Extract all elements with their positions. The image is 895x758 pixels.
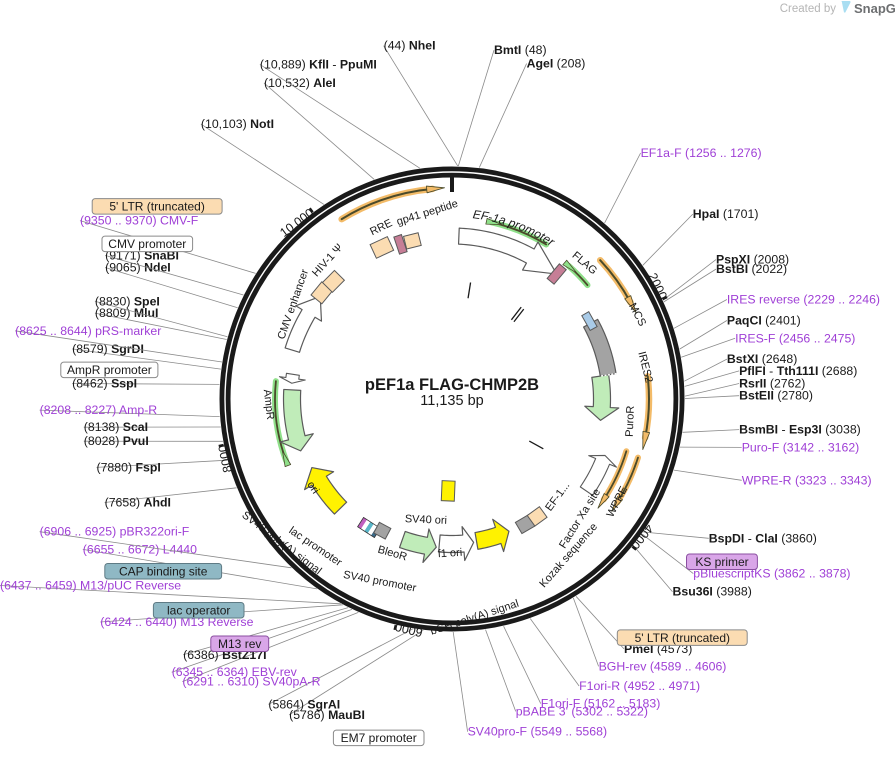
svg-text:(8138) ScaI: (8138) ScaI bbox=[84, 420, 148, 434]
svg-text:BmtI (48): BmtI (48) bbox=[494, 43, 547, 57]
svg-text:pBABE 3' (5302 .. 5322): pBABE 3' (5302 .. 5322) bbox=[516, 704, 648, 718]
svg-text:(10,103) NotI: (10,103) NotI bbox=[201, 117, 274, 131]
svg-text:RRE: RRE bbox=[368, 217, 394, 238]
svg-text:(44) NheI: (44) NheI bbox=[384, 39, 436, 53]
svg-text:KS primer: KS primer bbox=[695, 555, 748, 569]
svg-text:MCS: MCS bbox=[626, 301, 648, 328]
svg-text:pEF1a FLAG-CHMP2B: pEF1a FLAG-CHMP2B bbox=[365, 376, 539, 394]
svg-text:(9350 .. 9370) CMV-F: (9350 .. 9370) CMV-F bbox=[80, 214, 199, 228]
svg-text:SV40pro-F (5549 .. 5568): SV40pro-F (5549 .. 5568) bbox=[468, 725, 607, 739]
svg-text:HpaI (1701): HpaI (1701) bbox=[693, 207, 759, 221]
svg-text:BstEII (2780): BstEII (2780) bbox=[739, 389, 813, 403]
svg-text:11,135 bp: 11,135 bp bbox=[420, 393, 483, 409]
svg-text:IRES2: IRES2 bbox=[635, 350, 654, 384]
svg-text:(8028) PvuI: (8028) PvuI bbox=[84, 434, 149, 448]
svg-text:PuroR: PuroR bbox=[624, 405, 637, 437]
svg-text:(7658) AhdI: (7658) AhdI bbox=[105, 496, 171, 510]
svg-text:M13 rev: M13 rev bbox=[218, 637, 261, 651]
svg-text:CMV promoter: CMV promoter bbox=[108, 237, 186, 251]
svg-text:(9065) NdeI: (9065) NdeI bbox=[105, 261, 171, 275]
svg-text:5' LTR (truncated): 5' LTR (truncated) bbox=[109, 200, 204, 214]
svg-text:(10,532) AleI: (10,532) AleI bbox=[264, 76, 336, 90]
svg-text:EF-1...: EF-1... bbox=[543, 480, 572, 514]
svg-text:(7880) FspI: (7880) FspI bbox=[97, 460, 161, 474]
svg-text:(8462) SspI: (8462) SspI bbox=[72, 377, 137, 391]
svg-text:gp41 peptide: gp41 peptide bbox=[395, 198, 459, 228]
svg-text:EM7 promoter: EM7 promoter bbox=[341, 731, 417, 745]
svg-text:f1 ori: f1 ori bbox=[437, 547, 462, 561]
svg-text:F1ori-R (4952 .. 4971): F1ori-R (4952 .. 4971) bbox=[579, 679, 700, 693]
svg-text:BsmBI - Esp3I (3038): BsmBI - Esp3I (3038) bbox=[739, 423, 861, 437]
svg-text:(10,889) KflI - PpuMI: (10,889) KflI - PpuMI bbox=[260, 57, 377, 71]
svg-text:IRES-F (2456 .. 2475): IRES-F (2456 .. 2475) bbox=[735, 331, 855, 345]
svg-text:5' LTR (truncated): 5' LTR (truncated) bbox=[635, 631, 730, 645]
svg-text:AgeI (208): AgeI (208) bbox=[527, 57, 586, 71]
svg-text:BstBI (2022): BstBI (2022) bbox=[716, 262, 787, 276]
svg-text:IRES reverse (2229 .. 2246): IRES reverse (2229 .. 2246) bbox=[727, 293, 880, 307]
svg-text:HIV-1 Ψ: HIV-1 Ψ bbox=[310, 242, 346, 280]
svg-text:(5864) SgrAI: (5864) SgrAI bbox=[268, 697, 340, 711]
svg-text:AmpR promoter: AmpR promoter bbox=[67, 363, 152, 377]
svg-text:Puro-F (3142 .. 3162): Puro-F (3142 .. 3162) bbox=[742, 440, 860, 454]
svg-text:(6655 .. 6672) L4440: (6655 .. 6672) L4440 bbox=[83, 542, 197, 556]
svg-text:(6437 .. 6459) M13/pUC Revers: (6437 .. 6459) M13/pUC Reverse bbox=[0, 579, 181, 593]
svg-text:CAP binding site: CAP binding site bbox=[119, 565, 208, 579]
svg-text:BGH-rev (4589 .. 4606): BGH-rev (4589 .. 4606) bbox=[599, 659, 727, 673]
svg-text:PaqCI (2401): PaqCI (2401) bbox=[727, 314, 801, 328]
svg-text:Created by: Created by bbox=[780, 3, 837, 15]
svg-text:SV40 ori: SV40 ori bbox=[405, 513, 448, 527]
svg-text:SV40 promoter: SV40 promoter bbox=[342, 569, 417, 595]
svg-text:SnapGene: SnapGene bbox=[854, 1, 895, 16]
svg-text:EF1a-F (1256 .. 1276): EF1a-F (1256 .. 1276) bbox=[641, 146, 762, 160]
svg-text:lac operator: lac operator bbox=[167, 604, 230, 618]
svg-text:(8625 .. 8644) pRS-marker: (8625 .. 8644) pRS-marker bbox=[15, 324, 161, 338]
svg-text:AmpR: AmpR bbox=[261, 389, 276, 421]
svg-text:BspDI - ClaI (3860): BspDI - ClaI (3860) bbox=[709, 531, 817, 545]
svg-text:(6906 .. 6925) pBR322ori-F: (6906 .. 6925) pBR322ori-F bbox=[40, 525, 190, 539]
svg-text:(8830) SpeI: (8830) SpeI bbox=[95, 294, 160, 308]
svg-text:WPRE-R (3323 .. 3343): WPRE-R (3323 .. 3343) bbox=[742, 473, 872, 487]
svg-text:Bsu36I (3988): Bsu36I (3988) bbox=[673, 585, 752, 599]
svg-text:(8208 .. 8227) Amp-R: (8208 .. 8227) Amp-R bbox=[40, 403, 158, 417]
svg-text:(6345 .. 6364) EBV-rev: (6345 .. 6364) EBV-rev bbox=[172, 665, 298, 679]
